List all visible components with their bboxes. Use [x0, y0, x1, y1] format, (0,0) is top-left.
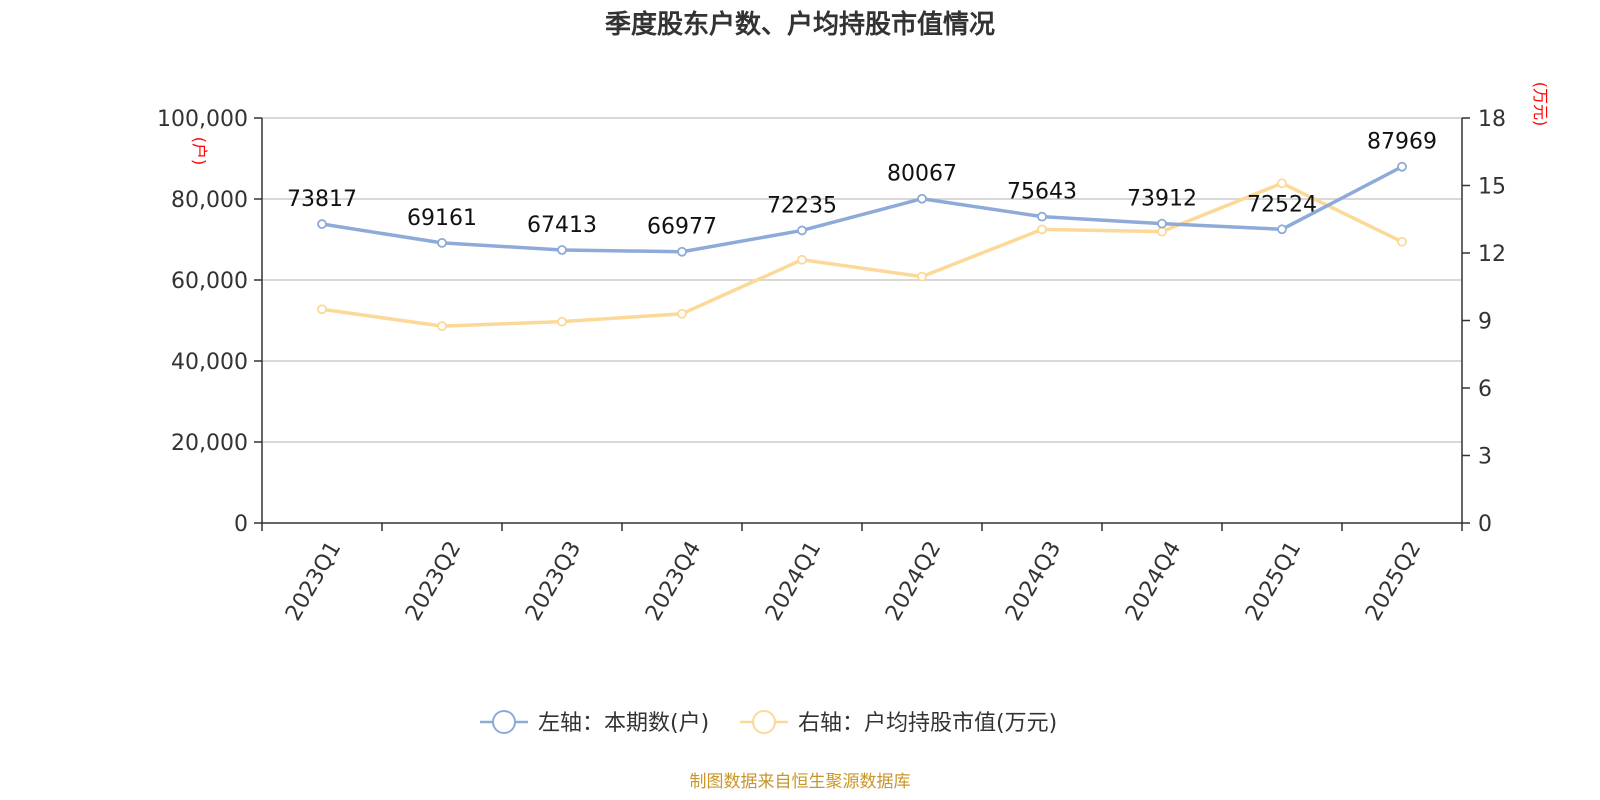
- series-line: [321, 165, 1403, 254]
- left-axis-tick-label: 80,000: [171, 188, 248, 213]
- legend-label: 右轴：户均持股市值(万元): [798, 711, 1057, 736]
- data-point[interactable]: [677, 308, 687, 319]
- left-axis-tick-label: 100,000: [157, 107, 248, 132]
- x-axis-tick-label: 2024Q4: [1121, 537, 1186, 625]
- right-axis-tick-label: 6: [1478, 377, 1492, 402]
- x-axis-tick-label: 2023Q3: [521, 537, 586, 625]
- data-point[interactable]: [557, 245, 567, 255]
- right-axis-unit: (万元): [1531, 82, 1550, 127]
- right-axis-tick-label: 0: [1478, 512, 1492, 537]
- x-axis-tick-label: 2025Q2: [1361, 537, 1426, 625]
- legend-item[interactable]: 左轴：本期数(户): [480, 710, 709, 736]
- right-axis-tick-label: 3: [1478, 445, 1492, 470]
- data-point[interactable]: [1157, 218, 1167, 229]
- data-label: 87969: [1367, 130, 1437, 155]
- data-point[interactable]: [1277, 178, 1287, 189]
- left-axis-tick-label: 60,000: [171, 269, 248, 294]
- data-label: 72235: [767, 193, 837, 218]
- data-point[interactable]: [1037, 224, 1047, 235]
- chart-title: 季度股东户数、户均持股市值情况: [605, 9, 995, 40]
- data-point[interactable]: [1157, 226, 1167, 237]
- axes: 0 20,000 40,000 60,000 80,000 100,000 0 3 6 9 12 15…: [157, 107, 1506, 625]
- left-axis-tick-label: 0: [234, 512, 248, 537]
- right-axis-tick-label: 18: [1478, 107, 1506, 132]
- data-source-note: 制图数据来自恒生聚源数据库: [690, 772, 911, 792]
- data-label: 66977: [647, 215, 717, 240]
- x-axis-tick-label: 2023Q1: [281, 537, 346, 625]
- data-point[interactable]: [677, 246, 687, 257]
- data-label: 67413: [527, 213, 597, 238]
- x-axis-tick-label: 2024Q3: [1001, 537, 1066, 625]
- left-axis-tick-label: 20,000: [171, 431, 248, 456]
- data-point[interactable]: [557, 316, 567, 327]
- legend-item[interactable]: 右轴：户均持股市值(万元): [740, 710, 1057, 736]
- x-axis-tick-label: 2024Q2: [881, 537, 946, 625]
- data-point[interactable]: [437, 321, 447, 332]
- data-point[interactable]: [317, 304, 327, 315]
- grid-lines: [262, 117, 1462, 443]
- data-label: 72524: [1247, 192, 1317, 217]
- right-axis-tick-label: 15: [1478, 175, 1506, 200]
- x-axis-tick-label: 2025Q1: [1241, 537, 1306, 625]
- x-axis-tick-label: 2024Q1: [761, 537, 826, 625]
- data-point[interactable]: [917, 193, 927, 204]
- data-point[interactable]: [1037, 211, 1047, 222]
- data-label: 75643: [1007, 180, 1077, 205]
- legend[interactable]: 左轴：本期数(户) 右轴：户均持股市值(万元): [480, 710, 1057, 736]
- right-axis-tick-label: 9: [1478, 310, 1492, 335]
- right-axis-tick-label: 12: [1478, 242, 1506, 267]
- data-point[interactable]: [797, 254, 807, 265]
- left-axis-unit: (户): [190, 137, 209, 166]
- data-point[interactable]: [797, 225, 807, 236]
- data-point[interactable]: [917, 271, 927, 282]
- x-axis-tick-label: 2023Q4: [641, 537, 706, 625]
- data-label: 80067: [887, 162, 957, 187]
- legend-marker: [752, 710, 776, 734]
- legend-label: 左轴：本期数(户): [538, 711, 709, 736]
- x-axis-tick-label: 2023Q2: [401, 537, 466, 625]
- series-lines: [317, 161, 1407, 332]
- data-label: 73912: [1127, 187, 1197, 212]
- data-labels: 73817 69161 67413 66977 72235 80067 75643 73912…: [287, 130, 1437, 240]
- data-point[interactable]: [437, 237, 447, 248]
- data-label: 69161: [407, 206, 477, 231]
- data-label: 73817: [287, 187, 357, 212]
- series-line: [321, 181, 1403, 328]
- data-point[interactable]: [317, 219, 327, 229]
- left-axis-tick-label: 40,000: [171, 350, 248, 375]
- legend-marker: [492, 710, 516, 734]
- data-point[interactable]: [1397, 161, 1407, 172]
- data-point[interactable]: [1277, 224, 1287, 235]
- data-point[interactable]: [1397, 236, 1407, 247]
